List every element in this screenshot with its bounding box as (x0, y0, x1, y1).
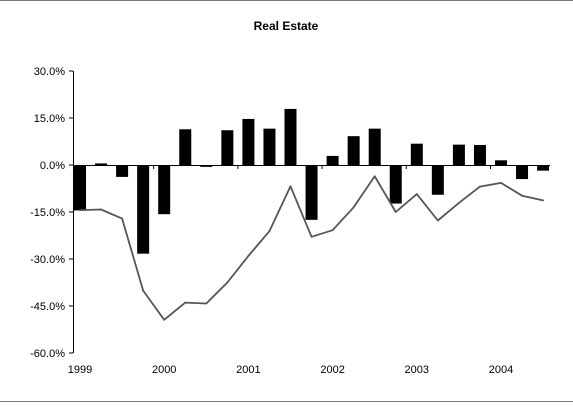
y-tick-label: -45.0% (30, 301, 65, 313)
line-point (205, 302, 208, 305)
line-point (331, 229, 334, 232)
line-point (310, 235, 313, 238)
bar (263, 128, 276, 165)
line-point (142, 289, 145, 292)
line-point (479, 185, 481, 188)
line-point (521, 194, 523, 197)
line-point (542, 199, 544, 202)
x-tick-label: 2003 (405, 364, 429, 376)
line-point (268, 230, 271, 233)
line-point (163, 318, 166, 321)
line-point (79, 209, 81, 212)
bar (158, 165, 171, 215)
line-point (352, 206, 355, 209)
bar (305, 165, 318, 220)
bar (116, 165, 129, 177)
bar (284, 108, 297, 165)
bar (221, 130, 234, 165)
bar (410, 143, 423, 165)
bar (431, 165, 444, 195)
bar (242, 118, 255, 165)
line-point (184, 301, 187, 304)
bar (95, 163, 108, 165)
y-tick-label: -60.0% (30, 348, 65, 360)
bar (347, 136, 360, 165)
line-point (373, 175, 376, 178)
x-tick-label: 2001 (236, 364, 260, 376)
bar (389, 165, 402, 204)
bar (137, 165, 150, 254)
y-tick-label: 30.0% (34, 66, 65, 78)
bar (495, 160, 507, 165)
bar (473, 144, 486, 165)
bar (452, 144, 465, 165)
bar (368, 128, 381, 165)
bar (179, 129, 192, 165)
y-tick-label: 0.0% (40, 160, 65, 172)
x-tick-label: 2000 (152, 364, 176, 376)
line-point (458, 202, 460, 204)
line-point (415, 193, 418, 196)
line-point (500, 181, 502, 184)
y-tick-label: -15.0% (30, 207, 65, 219)
line-point (121, 217, 123, 220)
line-point (247, 254, 250, 257)
line-point (436, 219, 439, 222)
y-tick-label: 15.0% (34, 113, 65, 125)
line-point (100, 208, 102, 211)
chart-title: Real Estate (254, 19, 319, 33)
x-tick-label: 2004 (489, 364, 513, 376)
bar (74, 165, 86, 211)
plot-area: 30.0% 15.0% 0.0% -15.0% -30.0% -45.0% -60.0%19… (30, 66, 550, 376)
bar (326, 155, 339, 165)
y-tick-label: -30.0% (30, 254, 65, 266)
bar (537, 165, 550, 171)
line-point (289, 185, 292, 188)
x-tick-label: 1999 (68, 364, 92, 376)
line-point (394, 211, 397, 213)
line-point (226, 281, 229, 284)
bar (516, 165, 529, 180)
x-tick-label: 2002 (320, 364, 344, 376)
